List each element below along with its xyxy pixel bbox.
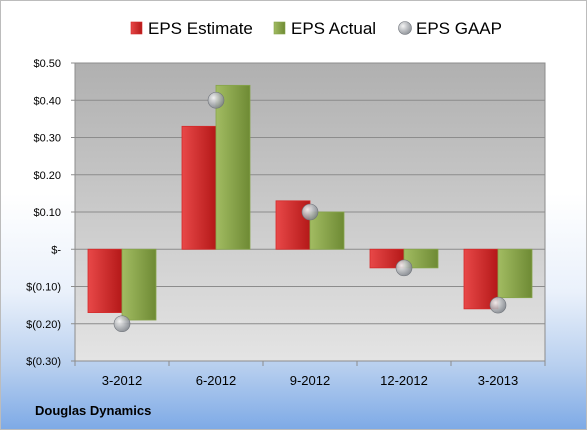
x-tick-label: 3-2013 [478, 373, 518, 388]
bar-eps-actual [497, 248, 533, 299]
bar-eps-estimate [463, 248, 499, 310]
x-tick-label: 6-2012 [196, 373, 236, 388]
y-tick-label: $0.40 [33, 95, 61, 107]
x-tick-label: 3-2012 [102, 373, 142, 388]
marker-eps-gaap [489, 296, 507, 314]
legend-eps-actual-swatch [273, 21, 286, 35]
legend: EPS Estimate EPS Actual EPS GAAP [130, 19, 502, 38]
x-tick-label: 9-2012 [290, 373, 330, 388]
company-name: Douglas Dynamics [35, 403, 152, 418]
y-tick-label: $0.50 [33, 58, 61, 70]
marker-eps-gaap [395, 259, 413, 277]
plot-area: $0.50 $0.40 $0.30 $0.20 $0.10 $- $(0.10) $(0.20… [26, 58, 546, 388]
y-tick-label: $- [51, 244, 61, 256]
bar-eps-actual [121, 248, 157, 321]
y-tick-label: $(0.10) [26, 282, 61, 294]
marker-eps-gaap [301, 203, 319, 221]
legend-eps-estimate-swatch [130, 21, 143, 35]
y-tick-label: $(0.30) [26, 356, 61, 368]
bar-eps-actual [309, 211, 345, 250]
x-tick-label: 12-2012 [380, 373, 428, 388]
y-tick-label: $0.20 [33, 170, 61, 182]
legend-eps-actual: EPS Actual [273, 19, 376, 38]
legend-eps-estimate: EPS Estimate [130, 19, 253, 38]
bar-eps-actual [403, 248, 439, 269]
bar-eps-actual [215, 84, 251, 250]
y-tick-label: $0.10 [33, 207, 61, 219]
marker-eps-gaap [207, 91, 225, 109]
legend-eps-gaap-label: EPS GAAP [416, 19, 502, 38]
bar-eps-estimate [181, 125, 217, 250]
legend-eps-estimate-label: EPS Estimate [148, 19, 253, 38]
legend-eps-gaap-swatch [398, 21, 412, 35]
legend-eps-gaap: EPS GAAP [398, 19, 502, 38]
marker-eps-gaap [113, 315, 131, 333]
bar-eps-estimate [87, 248, 123, 313]
legend-eps-actual-label: EPS Actual [291, 19, 376, 38]
y-tick-label: $0.30 [33, 133, 61, 145]
y-tick-label: $(0.20) [26, 319, 61, 331]
